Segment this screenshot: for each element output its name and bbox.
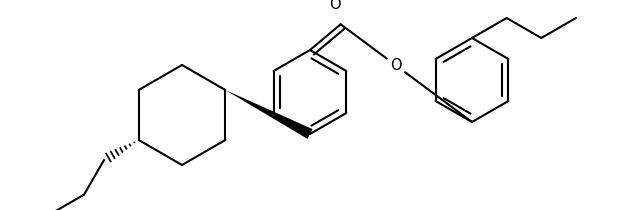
Text: O: O <box>390 58 401 73</box>
Text: O: O <box>329 0 341 12</box>
Polygon shape <box>226 90 312 139</box>
